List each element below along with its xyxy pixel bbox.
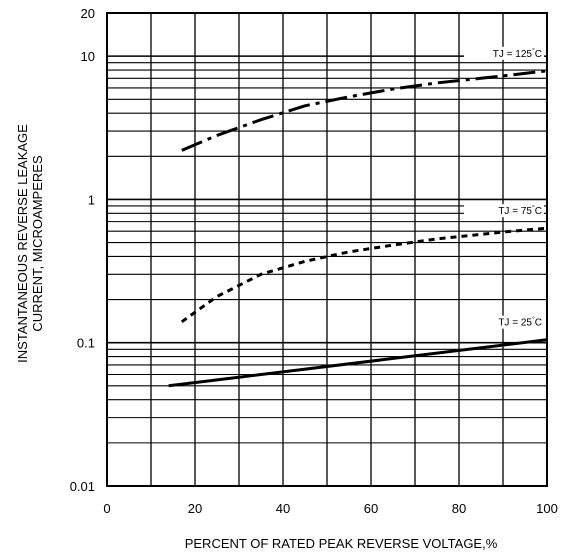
series-label-2: TJ = 75°C <box>498 204 542 217</box>
series-labels: TJ = 125°C TJ = 75°C TJ = 25°C <box>464 46 544 329</box>
x-tick-label: 80 <box>452 501 466 516</box>
series-line-3 <box>168 338 548 388</box>
x-tick-label: 100 <box>536 501 558 516</box>
grid <box>107 13 547 486</box>
y-tick-label: 10 <box>81 49 95 64</box>
y-axis-title-line-2: CURRENT, MICROAMPERES <box>30 155 45 332</box>
y-tick-label: 1 <box>88 192 95 207</box>
y-axis-title-line-1: INSTANTANEOUS REVERSE LEAKAGE <box>15 124 30 363</box>
series-label-background <box>464 204 544 218</box>
y-tick-label: 0.1 <box>77 336 95 351</box>
x-tick-label: 0 <box>103 501 110 516</box>
x-tick-label: 60 <box>364 501 378 516</box>
y-tick-label: 0.01 <box>70 479 95 494</box>
series-line-2 <box>180 226 548 324</box>
y-axis-title: INSTANTANEOUS REVERSE LEAKAGE CURRENT, M… <box>15 124 45 363</box>
y-tick-label: 20 <box>81 6 95 21</box>
tick-labels: 0 20 40 60 80 100 20 10 1 0.1 0.01 <box>70 6 558 516</box>
series-line-1 <box>181 69 548 152</box>
plot-frame <box>106 12 548 487</box>
series-label-3: TJ = 25°C <box>498 316 542 329</box>
series-label-background <box>464 46 544 60</box>
series-layer <box>168 69 548 388</box>
x-tick-label: 20 <box>188 501 202 516</box>
x-tick-label: 40 <box>276 501 290 516</box>
series-label-1: TJ = 125°C <box>493 47 542 60</box>
x-axis-title: PERCENT OF RATED PEAK REVERSE VOLTAGE,% <box>185 536 498 551</box>
series-label-background <box>464 315 544 329</box>
